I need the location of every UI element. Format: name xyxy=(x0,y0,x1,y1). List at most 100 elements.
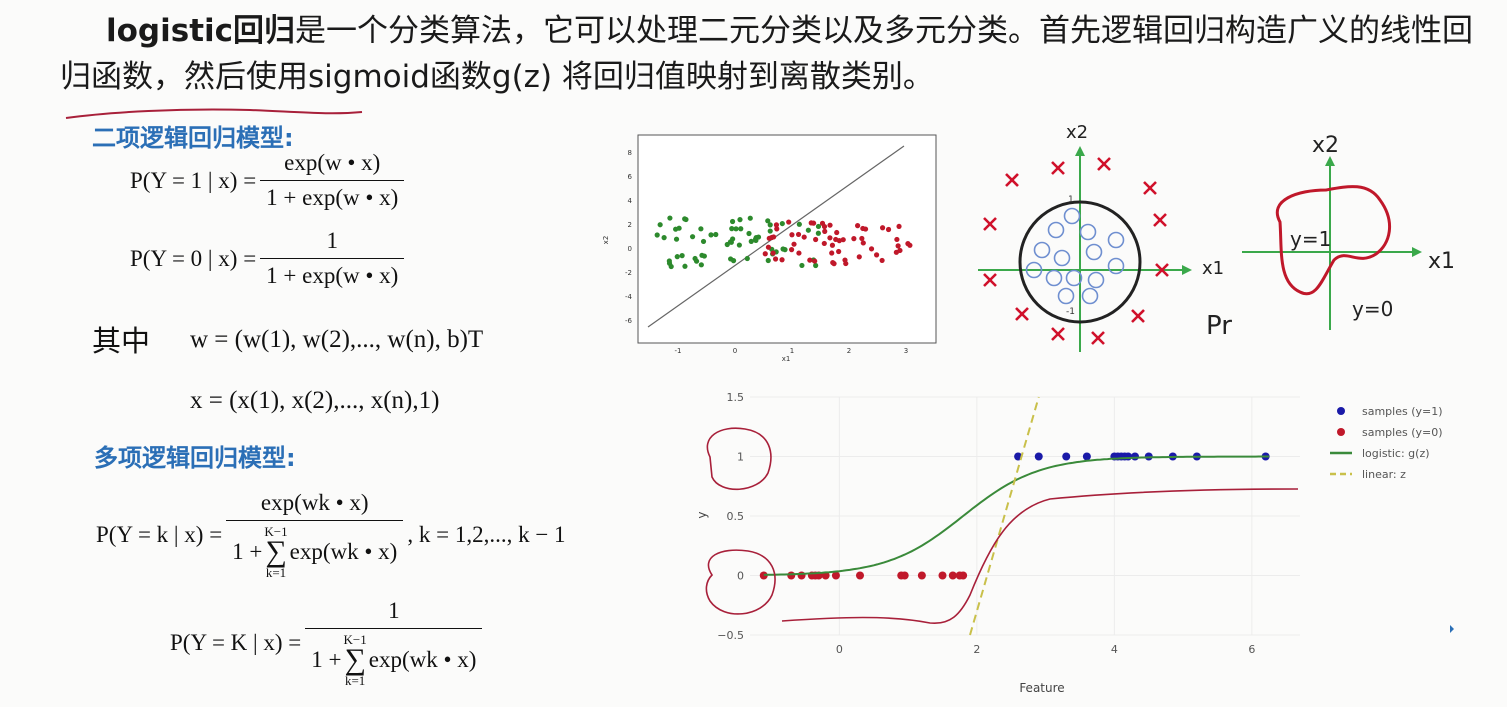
green-point xyxy=(736,242,742,248)
red-point xyxy=(773,222,780,228)
red-point xyxy=(779,257,785,263)
inner-circle xyxy=(1087,271,1105,289)
sample-point xyxy=(787,571,796,580)
intro-text: 是一个分类算法，它可以处理二元分类以及多元分类。首先逻辑回归构造广义的线性回归函… xyxy=(60,13,1474,95)
cross-mark xyxy=(983,217,997,231)
green-point xyxy=(698,262,704,268)
inner-circle xyxy=(1107,231,1125,249)
cross-mark xyxy=(983,273,997,287)
sum-lower-2: k=1 xyxy=(344,673,366,688)
red-point xyxy=(894,236,900,243)
circle-y-arrow xyxy=(1075,146,1085,156)
scatter-xtick: -1 xyxy=(675,347,682,355)
inner-circle xyxy=(1107,257,1125,275)
sample-point xyxy=(959,571,968,580)
sample-point xyxy=(1131,452,1139,461)
sample-point xyxy=(948,571,957,580)
green-point xyxy=(738,226,744,232)
scatter-xtick: 3 xyxy=(904,347,908,355)
red-point xyxy=(819,220,826,226)
green-point xyxy=(799,262,805,269)
red-point xyxy=(893,249,899,255)
red-point xyxy=(796,250,802,256)
cross-stroke xyxy=(1155,263,1169,277)
blob-y-label: x2 xyxy=(1312,133,1339,158)
red-point xyxy=(834,229,840,236)
red-point xyxy=(765,244,772,250)
sample-point xyxy=(1124,452,1133,461)
formula-pk: P(Y = k | x) = exp(wk • x) 1 + K−1 ∑ k=1… xyxy=(96,490,566,579)
sigmoid-xlabel: Feature xyxy=(1019,681,1064,695)
red-point xyxy=(766,235,772,241)
cross-stroke xyxy=(1143,181,1157,195)
green-point xyxy=(796,221,802,227)
green-point xyxy=(729,218,736,225)
sample-point xyxy=(1082,452,1091,461)
outer-crosses xyxy=(983,157,1169,345)
inner-circle xyxy=(1047,221,1065,239)
linear-z-line xyxy=(969,396,1040,636)
green-point xyxy=(748,238,754,244)
sigmoid-xtick: 4 xyxy=(1111,643,1118,656)
cross-mark xyxy=(1155,263,1169,277)
green-point xyxy=(708,232,714,238)
cross-mark xyxy=(1131,309,1145,323)
multi-model-title: 多项逻辑回归模型: xyxy=(94,444,296,472)
green-point xyxy=(730,236,736,242)
legend-label: samples (y=1) xyxy=(1362,405,1443,418)
sample-point xyxy=(1034,452,1043,461)
green-point xyxy=(682,263,688,269)
sigmoid-xtick: 6 xyxy=(1248,643,1255,656)
cross-stroke xyxy=(1153,213,1167,227)
scatter-ytick: 8 xyxy=(628,149,632,157)
circle-tick-neg: -1 xyxy=(1066,307,1075,317)
scatter-frame xyxy=(637,134,937,344)
formula-pk-cond: , k = 1,2,..., k − 1 xyxy=(407,521,566,547)
blob-boundary xyxy=(1275,185,1392,296)
inner-circle xyxy=(1063,207,1081,225)
red-point xyxy=(789,232,795,238)
formula-pk-den-pre: 1 + xyxy=(232,539,263,564)
red-point xyxy=(807,257,813,263)
green-point xyxy=(676,225,682,231)
scatter-xtick: 2 xyxy=(847,347,851,355)
red-point xyxy=(801,234,807,240)
formula-p0-den: 1 + exp(w • x) xyxy=(260,258,405,289)
blob-boundary-diagram: x2 x1 y=1 y=0 xyxy=(1242,133,1455,330)
red-point xyxy=(885,226,892,233)
legend-label: samples (y=0) xyxy=(1362,426,1443,439)
inner-circle xyxy=(1057,287,1075,305)
red-point xyxy=(905,241,911,247)
pr-annotation: Pr xyxy=(1206,311,1232,341)
circle-x-label: x1 xyxy=(1202,258,1224,279)
blob-x-label: x1 xyxy=(1428,249,1455,274)
green-point xyxy=(657,222,663,228)
scatter-yticks: 8 6 4 2 0 -2 -4 -6 xyxy=(625,149,633,325)
sample-point xyxy=(831,571,840,580)
sample-point xyxy=(938,571,947,580)
green-point xyxy=(747,215,753,221)
scatter-xticks: -1 0 1 2 3 xyxy=(675,347,909,355)
green-point xyxy=(767,222,773,228)
red-point xyxy=(827,222,833,228)
red-point xyxy=(786,219,792,225)
green-point xyxy=(667,215,673,221)
formula-p0-num: 1 xyxy=(326,228,339,253)
green-point xyxy=(780,246,786,252)
intro-paragraph: logistic回归是一个分类算法，它可以处理二元分类以及多元分类。首先逻辑回归… xyxy=(60,8,1490,100)
red-point xyxy=(879,225,886,231)
sigmoid-ytick: 0 xyxy=(737,570,744,583)
red-point xyxy=(879,257,885,264)
legend-label: linear: z xyxy=(1362,468,1406,481)
cross-stroke xyxy=(1051,327,1065,341)
formula-p1: P(Y = 1 | x) = exp(w • x) 1 + exp(w • x) xyxy=(130,150,408,211)
play-marker-icon xyxy=(1450,625,1454,633)
green-point xyxy=(654,232,660,238)
green-point xyxy=(765,257,771,264)
scatter-ytick: 6 xyxy=(628,173,633,181)
green-point xyxy=(699,252,705,258)
formula-p1-num: exp(w • x) xyxy=(284,150,381,175)
logistic-curve xyxy=(763,455,1270,576)
